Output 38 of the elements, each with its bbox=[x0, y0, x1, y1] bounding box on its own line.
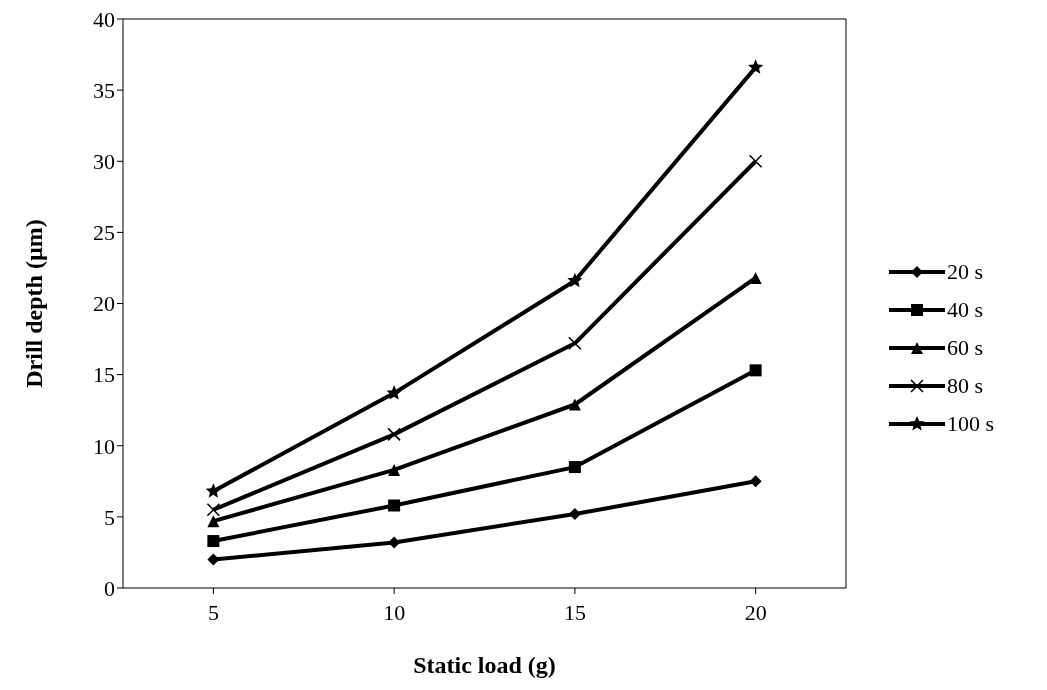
x-tick-label: 10 bbox=[383, 599, 406, 625]
point bbox=[568, 461, 581, 474]
point bbox=[749, 364, 762, 377]
y-tick-label: 0 bbox=[104, 575, 115, 601]
x-tick-label: 20 bbox=[744, 599, 767, 625]
x-tick-label: 5 bbox=[207, 599, 219, 625]
point bbox=[388, 536, 401, 549]
point bbox=[568, 398, 581, 411]
legend-label: 80 s bbox=[947, 373, 984, 399]
y-tick-label: 15 bbox=[93, 362, 115, 388]
legend-label: 20 s bbox=[947, 259, 984, 285]
y-tick-label: 30 bbox=[93, 149, 115, 175]
y-tick-label: 40 bbox=[93, 6, 115, 32]
point bbox=[207, 535, 220, 548]
point bbox=[749, 271, 762, 284]
point bbox=[748, 154, 763, 168]
y-tick-label: 20 bbox=[93, 291, 115, 317]
legend-label: 40 s bbox=[947, 297, 984, 323]
point bbox=[568, 336, 582, 351]
point bbox=[205, 483, 221, 498]
point bbox=[748, 59, 764, 74]
point bbox=[388, 463, 401, 476]
point bbox=[567, 272, 583, 288]
point bbox=[206, 503, 221, 517]
x-tick-label: 15 bbox=[563, 599, 586, 625]
y-tick-label: 25 bbox=[93, 220, 115, 246]
y-axis-title: Drill depth (µm) bbox=[20, 219, 47, 388]
y-tick-label: 5 bbox=[104, 504, 115, 530]
legend-label: 60 s bbox=[947, 335, 984, 361]
point bbox=[207, 515, 220, 528]
y-tick-label: 35 bbox=[93, 77, 115, 103]
point bbox=[388, 499, 401, 512]
point bbox=[749, 475, 762, 488]
y-tick-label: 10 bbox=[93, 433, 115, 459]
point bbox=[387, 427, 401, 442]
legend-label: 100 s bbox=[947, 411, 995, 437]
x-axis-title: Static load (g) bbox=[413, 652, 556, 678]
point bbox=[386, 385, 402, 400]
